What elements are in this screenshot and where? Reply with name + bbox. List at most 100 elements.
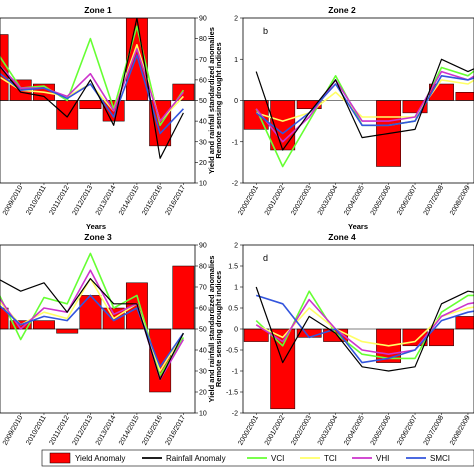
y-tick-label: -0.5 xyxy=(226,348,238,355)
series-line-vhi xyxy=(0,269,185,381)
y-tick-label: 40 xyxy=(199,348,207,355)
x-tick-label: 2012/2013 xyxy=(72,184,95,216)
x-tick-label: 2007/2008 xyxy=(423,414,446,446)
x-tick-label: 2014/2015 xyxy=(118,414,141,446)
yield-bar xyxy=(455,316,474,330)
panel-3: Zone 3 10 20 30 40 50 60 70 80 90 Remote sensing d… xyxy=(0,232,223,461)
plot-area xyxy=(0,252,195,393)
series-line-vci xyxy=(255,290,474,360)
y-tick-label: 1 xyxy=(234,57,238,64)
plot-area xyxy=(0,18,195,159)
series-line-vhi xyxy=(255,298,474,356)
series-line-vci xyxy=(0,25,185,127)
yield-bar xyxy=(79,295,102,330)
x-tick-label: 2012/2013 xyxy=(72,414,95,446)
legend-yield-anomaly: Yield Anomaly xyxy=(49,452,125,464)
y-tick-label: 90 xyxy=(199,16,207,23)
series-line-smci xyxy=(0,54,184,135)
yield-bar xyxy=(243,100,269,130)
y-tick-label: 80 xyxy=(199,264,207,271)
series-line-rainfall-anomaly xyxy=(0,18,184,159)
y-tick-label: 0 xyxy=(234,327,238,334)
legend-label: VHI xyxy=(376,454,389,463)
y-tick-label: 60 xyxy=(199,77,207,84)
x-tick-label: 2015/2016 xyxy=(141,184,164,216)
legend: Yield Anomaly Rainfall Anomaly VCI TCI VHI SM… xyxy=(41,449,474,467)
panel-title: Zone 2 xyxy=(328,5,356,15)
y-tick-label: 90 xyxy=(199,243,207,250)
panel-letter: b xyxy=(263,26,268,36)
y-tick-label: 30 xyxy=(199,369,207,376)
series-line-tci xyxy=(0,277,185,372)
panel-2: Zone 2 b -2 -1 0 1 2 Yield and rainfall standar… xyxy=(207,5,474,231)
series-line-rainfall-anomaly xyxy=(255,286,474,372)
x-tick-label: 2001/2002 xyxy=(264,414,287,446)
x-tick-label: 2005/2006 xyxy=(370,414,393,446)
legend-swatch xyxy=(49,452,71,464)
y-axis-label: Yield and rainfall standardized anomalie… xyxy=(207,256,216,403)
x-tick-label: 2000/2001 xyxy=(237,184,260,216)
yield-bar xyxy=(79,100,102,109)
y-axis-label: Remote sensing drought indices xyxy=(214,42,223,158)
x-tick-label: 2002/2003 xyxy=(290,184,313,216)
y-tick-label: 1.5 xyxy=(228,264,238,271)
y-tick-label: 2 xyxy=(234,243,238,250)
yield-bar xyxy=(149,328,172,393)
x-tick-label: 2010/2011 xyxy=(25,184,47,216)
yield-bar xyxy=(33,320,55,330)
x-tick-label: 2010/2011 xyxy=(25,414,47,446)
y-tick-label: 20 xyxy=(199,390,207,397)
yield-bar xyxy=(455,92,474,101)
series-line-smci xyxy=(0,294,185,368)
x-tick-label: 2016/2017 xyxy=(165,414,188,446)
x-tick-label: 2002/2003 xyxy=(290,414,313,446)
yield-bar xyxy=(172,265,195,330)
y-tick-label: -1 xyxy=(232,369,238,376)
y-tick-label: 0.5 xyxy=(228,306,238,313)
panel-4: Zone 4 d -2 -1.5 -1 -0.5 0 0.5 1 1.5 2 Yield and ra… xyxy=(207,232,474,461)
y-tick-label: 50 xyxy=(199,98,207,105)
x-tick-label: 2004/2005 xyxy=(343,184,366,216)
panel-letter: d xyxy=(263,253,268,263)
x-tick-label: 2011/2012 xyxy=(49,414,71,446)
x-tick-label: 2005/2006 xyxy=(370,184,393,216)
x-tick-label: 2014/2015 xyxy=(118,184,141,216)
x-tick-label: 2000/2001 xyxy=(237,414,260,446)
x-tick-label: 2016/2017 xyxy=(165,184,188,216)
legend-label: Yield Anomaly xyxy=(75,454,125,463)
y-tick-label: 50 xyxy=(199,327,207,334)
x-tick-label: 2003/2004 xyxy=(317,184,340,216)
yield-bar xyxy=(0,307,9,330)
legend-label: VCI xyxy=(271,454,284,463)
x-tick-label: 2009/2010 xyxy=(2,414,25,446)
series-line-rainfall-anomaly xyxy=(255,58,474,151)
legend-tci: TCI xyxy=(300,454,337,463)
series-line-smci xyxy=(255,75,474,135)
y-tick-label: 10 xyxy=(199,181,207,188)
y-tick-label: -1 xyxy=(232,139,238,146)
y-tick-label: 80 xyxy=(199,36,207,43)
x-tick-label: 2008/2009 xyxy=(449,184,472,216)
legend-rainfall-anomaly: Rainfall Anomaly xyxy=(142,454,226,463)
x-tick-label: 2006/2007 xyxy=(396,184,419,216)
y-tick-label: 70 xyxy=(199,57,207,64)
legend-label: Rainfall Anomaly xyxy=(166,454,226,463)
y-tick-label: -2 xyxy=(232,411,238,418)
y-tick-label: 70 xyxy=(199,285,207,292)
plot-area xyxy=(243,58,474,168)
x-tick-label: 2013/2014 xyxy=(95,184,118,216)
x-tick-label: 2009/2010 xyxy=(2,184,25,216)
panel-title: Zone 1 xyxy=(84,5,112,15)
legend-label: SMCI xyxy=(430,454,450,463)
x-tick-label: 2013/2014 xyxy=(95,414,118,446)
plot-area xyxy=(243,286,474,410)
yield-bar xyxy=(0,34,9,101)
y-tick-label: 1 xyxy=(234,285,238,292)
x-tick-label: 2015/2016 xyxy=(141,414,164,446)
panel-title: Zone 3 xyxy=(84,232,112,242)
x-tick-label: 2003/2004 xyxy=(317,414,340,446)
x-tick-label: 2001/2002 xyxy=(264,184,287,216)
x-tick-label: 2006/2007 xyxy=(396,414,419,446)
x-axis-label: Years xyxy=(86,222,106,231)
